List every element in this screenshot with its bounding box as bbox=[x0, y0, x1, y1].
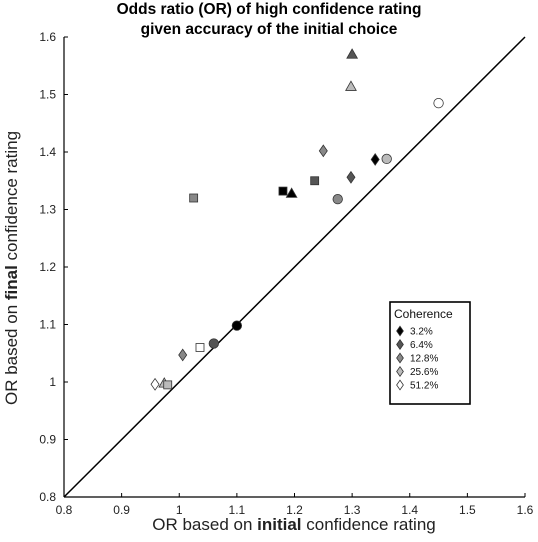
data-point-triangle bbox=[345, 80, 357, 91]
legend-entry-label: 25.6% bbox=[410, 367, 438, 378]
data-point-circle bbox=[231, 320, 243, 331]
y-tick-label: 1.5 bbox=[39, 88, 56, 102]
y-tick-label: 1.2 bbox=[39, 260, 56, 274]
x-tick-label: 0.9 bbox=[113, 503, 130, 517]
y-tick-label: 1.3 bbox=[39, 203, 56, 217]
x-tick-label: 1.3 bbox=[344, 503, 361, 517]
data-points bbox=[150, 48, 444, 391]
x-tick-label: 1.1 bbox=[229, 503, 246, 517]
axes-group bbox=[63, 36, 526, 498]
legend: Coherence 3.2% 6.4% 12.8% 25.6% 51.2% bbox=[389, 301, 471, 405]
data-point-square bbox=[189, 193, 199, 203]
legend-marker bbox=[396, 379, 404, 391]
y-axis-label-pre: OR based on bbox=[2, 300, 21, 405]
data-point-square bbox=[278, 186, 288, 196]
y-tick-label: 1.1 bbox=[39, 318, 56, 332]
y-axis-label-post: confidence rating bbox=[2, 131, 21, 265]
legend-marker bbox=[396, 338, 404, 351]
y-tick-label: 0.8 bbox=[39, 490, 56, 504]
chart-title-line2: given accuracy of the initial choice bbox=[140, 21, 398, 38]
x-tick-label: 1 bbox=[176, 503, 183, 517]
y-tick-label: 1.6 bbox=[39, 30, 56, 44]
legend-marker bbox=[396, 352, 404, 364]
data-point-diamond bbox=[318, 144, 328, 158]
x-tick-labels: 0.8 0.9 1 1.1 1.2 1.3 1.4 1.5 1.6 bbox=[56, 493, 534, 517]
data-point-triangle bbox=[346, 48, 359, 59]
legend-box bbox=[389, 301, 471, 405]
y-tick-labels: 0.8 0.9 1 1.1 1.2 1.3 1.4 1.5 1.6 bbox=[39, 30, 68, 504]
data-point-diamond bbox=[346, 170, 356, 184]
data-point-triangle bbox=[285, 187, 298, 198]
data-point-circle bbox=[208, 338, 219, 349]
y-tick-label: 1 bbox=[49, 375, 56, 389]
data-point-square bbox=[163, 380, 173, 390]
x-tick-label: 1.6 bbox=[517, 503, 534, 517]
chart-title: Odds ratio (OR) of high confidence ratin… bbox=[0, 0, 538, 40]
legend-entry-label: 12.8% bbox=[410, 354, 438, 365]
x-tick-label: 1.4 bbox=[401, 503, 418, 517]
data-point-diamond bbox=[370, 153, 380, 166]
x-tick-label: 1.5 bbox=[459, 503, 476, 517]
chart-title-line1: Odds ratio (OR) of high confidence ratin… bbox=[116, 1, 422, 18]
data-point-circle bbox=[332, 193, 343, 205]
x-axis-label-post: confidence rating bbox=[302, 515, 436, 534]
x-axis-label-pre: OR based on bbox=[152, 515, 257, 534]
y-tick-label: 1.4 bbox=[39, 145, 56, 159]
data-point-square bbox=[195, 343, 205, 352]
x-tick-label: 1.2 bbox=[286, 503, 303, 517]
data-point-diamond bbox=[178, 348, 188, 362]
legend-entry-label: 51.2% bbox=[410, 381, 438, 392]
legend-entry-label: 6.4% bbox=[410, 340, 433, 351]
y-axis-label: OR based on final confidence rating bbox=[2, 131, 21, 405]
identity-line bbox=[63, 36, 526, 498]
data-point-circle bbox=[433, 97, 444, 109]
data-point-circle bbox=[381, 153, 392, 165]
data-point-square bbox=[310, 176, 320, 186]
legend-marker bbox=[396, 325, 404, 337]
x-tick-label: 0.8 bbox=[56, 503, 73, 517]
y-tick-label: 0.9 bbox=[39, 433, 56, 447]
legend-entry-label: 3.2% bbox=[410, 327, 433, 338]
data-point-diamond bbox=[150, 377, 160, 391]
y-axis-label-bold: final bbox=[2, 265, 21, 300]
legend-marker bbox=[396, 365, 404, 378]
legend-title: Coherence bbox=[394, 307, 453, 321]
x-axis-label-bold: initial bbox=[257, 515, 301, 534]
x-axis-label: OR based on initial confidence rating bbox=[152, 515, 436, 534]
